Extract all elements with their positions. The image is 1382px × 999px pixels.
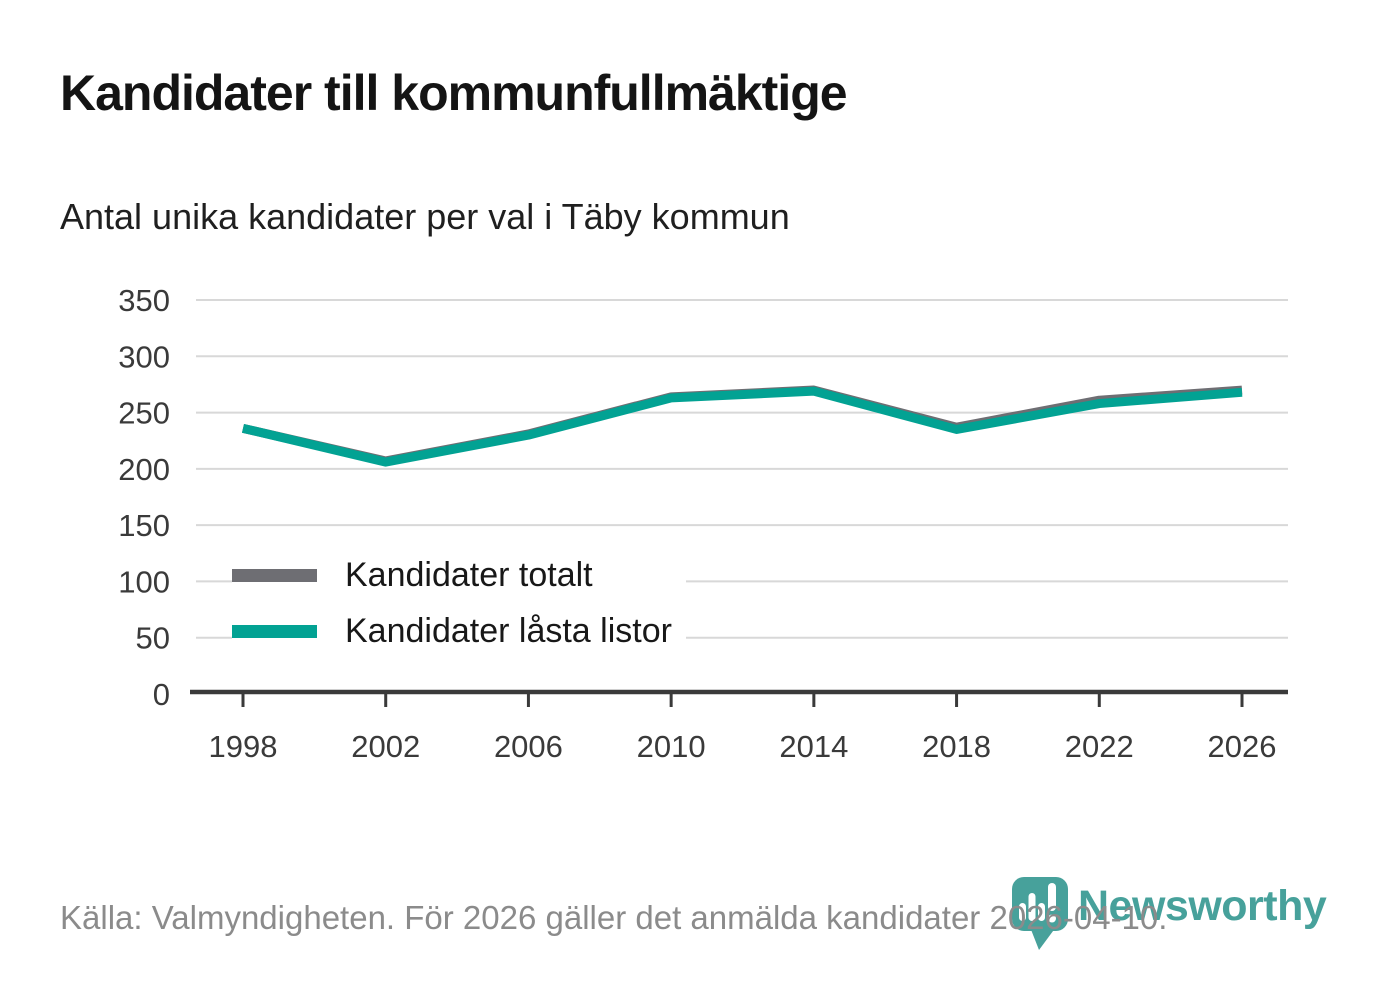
y-tick-label: 150 [118,508,170,543]
legend-item-locked-lists: Kandidater låsta listor [232,608,686,654]
logo-exclamation-dot [1048,914,1056,923]
y-tick-label: 50 [136,621,170,656]
legend-swatch-locked-lists [232,624,317,638]
legend-label-total: Kandidater totalt [345,555,593,594]
chart-subtitle: Antal unika kandidater per val i Täby ko… [60,196,790,237]
x-tick-label: 2006 [494,729,563,764]
logo-bar-icon [1038,903,1045,921]
legend-label-locked-lists: Kandidater låsta listor [345,611,672,650]
y-tick-label: 100 [118,564,170,599]
legend-swatch-total [232,568,317,582]
data-line-locked-lists [241,386,1243,467]
logo-exclamation-icon [1048,883,1056,911]
y-tick-label: 250 [118,396,170,431]
y-tick-label: 350 [118,283,170,318]
line-chart: 0 50 100 150 200 250 300 350 1998 2002 2006 2010 201… [118,283,1288,764]
y-tick-label: 300 [118,339,170,374]
x-tick-label: 1998 [209,729,278,764]
source-note: Källa: Valmyndigheten. För 2026 gäller d… [60,899,1168,936]
x-tick-label: 2026 [1208,729,1277,764]
x-tick-label: 2010 [637,729,706,764]
x-tick-label: 2018 [922,729,991,764]
legend-item-total: Kandidater totalt [232,552,686,598]
x-tick-label: 2022 [1065,729,1134,764]
chart-legend: Kandidater totalt Kandidater låsta listo… [232,552,686,664]
newsworthy-wordmark: Newsworthy [1078,882,1327,930]
y-tick-label: 200 [118,452,170,487]
chart-title: Kandidater till kommunfullmäktige [60,65,848,121]
logo-bubble-tail [1030,927,1056,950]
x-tick-label: 2002 [351,729,420,764]
x-tick-label: 2014 [779,729,848,764]
logo-bar-icon [1019,903,1026,921]
logo-bar-icon [1028,893,1036,921]
newsworthy-logo-icon [1012,877,1068,950]
y-tick-label: 0 [153,677,170,712]
